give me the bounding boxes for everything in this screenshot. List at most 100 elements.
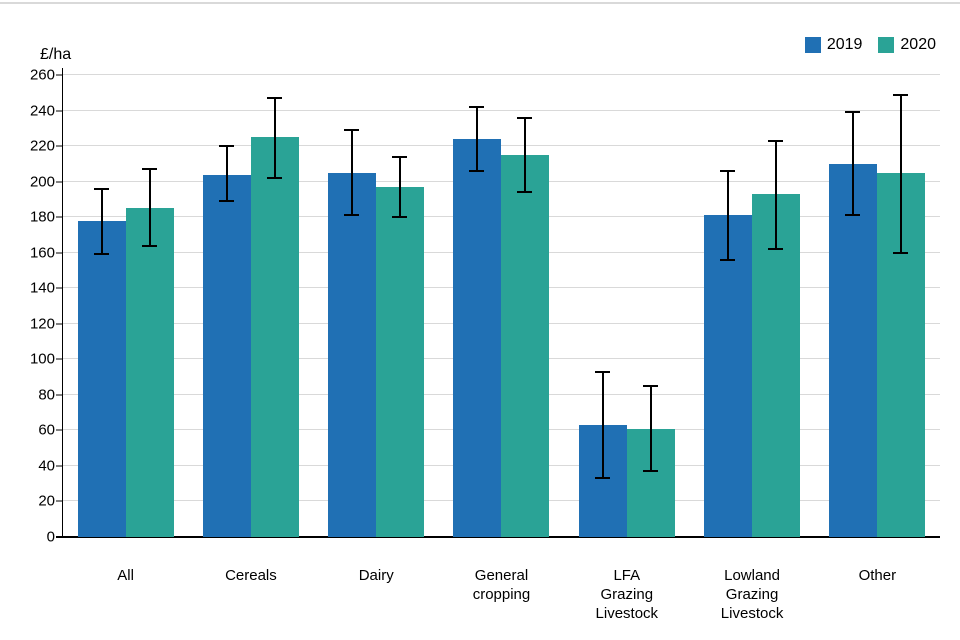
x-category-label-line: Dairy — [358, 567, 394, 584]
bar-2019 — [453, 138, 502, 537]
y-tick-label: 180 — [29, 208, 55, 226]
error-bar-cap — [392, 155, 408, 158]
y-tick-mark — [56, 465, 62, 467]
bar-2020 — [250, 137, 299, 537]
x-category-label-line: Cereals — [225, 567, 277, 584]
error-bar — [601, 371, 604, 479]
bar-group-all — [63, 75, 188, 537]
error-bar-cap — [218, 200, 234, 203]
x-category-label: Lowland Grazing Livestock — [689, 566, 814, 623]
error-bar-cap — [266, 97, 282, 100]
y-tick-label: 160 — [29, 244, 55, 262]
error-bar-cap — [93, 187, 109, 190]
error-bar-cap — [218, 145, 234, 148]
bar-2019 — [704, 215, 753, 537]
legend-label: 2019 — [826, 36, 863, 53]
error-bar-cap — [768, 248, 784, 251]
error-bar-cap — [141, 168, 157, 171]
bar-group-cereals — [188, 75, 313, 537]
y-tick-mark — [56, 394, 62, 396]
error-bar — [852, 112, 855, 216]
error-bar — [524, 117, 527, 193]
y-tick-label: 240 — [29, 102, 55, 120]
gridline — [63, 109, 940, 111]
error-bar — [351, 130, 354, 216]
bar-group-lowland-grazing-livestock — [689, 75, 814, 537]
bar-2020 — [376, 186, 425, 537]
x-category-label-line: Livestock — [720, 605, 784, 622]
y-tick-mark — [56, 252, 62, 254]
y-tick-mark — [56, 110, 62, 112]
x-category-label-line: LFA — [613, 567, 641, 584]
error-bar-cap — [642, 470, 658, 473]
y-tick-label: 260 — [29, 66, 55, 84]
error-bar-cap — [594, 477, 610, 480]
x-category-label: Dairy — [314, 566, 439, 585]
x-category-label: All — [63, 566, 188, 585]
y-tick-label: 100 — [29, 350, 55, 368]
error-bar-cap — [845, 111, 861, 114]
x-category-label-line: Lowland — [724, 567, 780, 584]
x-category-label-line: Grazing — [725, 586, 779, 603]
error-bar-cap — [344, 129, 360, 132]
x-category-label-line: All — [117, 567, 134, 584]
x-category-label-line: Livestock — [595, 605, 659, 622]
error-bar-cap — [392, 216, 408, 219]
x-category-label-line: General — [474, 567, 529, 584]
bar-2019 — [328, 172, 377, 537]
error-bar-cap — [93, 253, 109, 256]
x-category-label: Cereals — [188, 566, 313, 585]
y-axis-line — [62, 68, 63, 537]
error-bar — [775, 140, 778, 250]
bar-2020 — [501, 154, 550, 537]
y-tick-mark — [56, 181, 62, 183]
x-category-label: Other — [815, 566, 940, 585]
bar-2019 — [829, 163, 878, 537]
bar-2020 — [125, 208, 174, 537]
y-tick-label: 200 — [29, 173, 55, 191]
error-bar — [399, 156, 402, 218]
error-bar-cap — [720, 258, 736, 261]
bar-2019 — [202, 174, 251, 537]
bar-group-general-cropping — [439, 75, 564, 537]
legend-swatch-2020 — [878, 37, 895, 53]
y-tick-label: 20 — [38, 492, 55, 510]
y-axis-tick-labels: 0 20 40 60 80 100 120 140 160 180 200 220 240 260 — [0, 68, 55, 545]
x-category-label-line: Other — [858, 567, 897, 584]
error-bar-cap — [141, 244, 157, 247]
y-tick-label: 220 — [29, 137, 55, 155]
y-tick-label: 140 — [29, 279, 55, 297]
bar-group-other — [815, 75, 940, 537]
y-tick-label: 60 — [38, 421, 55, 439]
error-bar-cap — [266, 177, 282, 180]
y-tick-mark — [56, 145, 62, 147]
error-bar-cap — [517, 116, 533, 119]
error-bar-cap — [517, 191, 533, 194]
error-bar-cap — [594, 370, 610, 373]
plot-area — [56, 68, 940, 538]
y-tick-label: 120 — [29, 315, 55, 333]
bar-group-dairy — [314, 75, 439, 537]
error-bar-cap — [893, 251, 909, 254]
y-tick-mark — [56, 358, 62, 360]
error-bar-cap — [469, 106, 485, 108]
y-axis-unit-label: £/ha — [40, 46, 72, 63]
gridline — [63, 145, 940, 147]
y-tick-mark — [56, 500, 62, 502]
error-bar-cap — [893, 93, 909, 96]
error-bar — [727, 170, 730, 260]
x-category-label: General cropping — [439, 566, 564, 604]
y-tick-mark — [56, 216, 62, 218]
y-tick-mark — [56, 429, 62, 431]
bar-2020 — [752, 194, 801, 537]
error-bar-cap — [768, 139, 784, 142]
x-category-label-line: cropping — [472, 586, 531, 603]
error-bar-cap — [845, 214, 861, 217]
gridline — [63, 74, 940, 75]
y-tick-label: 40 — [38, 457, 55, 475]
error-bar — [148, 169, 151, 246]
y-tick-mark — [56, 74, 62, 76]
legend-swatch-2019 — [804, 37, 821, 53]
legend-label: 2020 — [900, 36, 936, 53]
